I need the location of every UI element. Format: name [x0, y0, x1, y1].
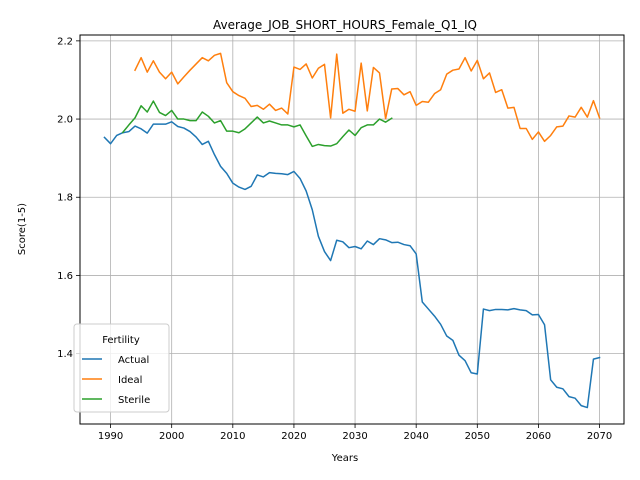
legend: Fertility Actual Ideal Sterile	[73, 323, 170, 413]
legend-label-actual: Actual	[118, 355, 149, 366]
x-tick-label: 1990	[98, 431, 123, 442]
legend-items: Actual Ideal Sterile	[82, 355, 150, 406]
series-line-sterile	[121, 100, 393, 148]
y-tick-label: 1.8	[57, 193, 73, 204]
x-tick-label: 2060	[526, 431, 551, 442]
y-tick-label: 1.6	[57, 271, 73, 282]
legend-label-ideal: Ideal	[118, 375, 142, 386]
x-tick-label: 2010	[220, 431, 245, 442]
ticks-layer: 1990 2000 2010 2020 2030 2040 2050 2060 2070 1.4 1…	[57, 36, 612, 442]
y-tick-label: 1.4	[57, 349, 73, 360]
plot-frame	[79, 34, 625, 425]
x-tick-label: 2040	[403, 431, 428, 442]
x-tick-label: 2070	[587, 431, 612, 442]
legend-title: Fertility	[102, 335, 140, 346]
series-layer	[103, 52, 601, 409]
series-line-ideal	[134, 52, 601, 143]
chart-title: Average_JOB_SHORT_HOURS_Female_Q1_IQ	[213, 18, 477, 32]
x-tick-label: 2030	[342, 431, 367, 442]
legend-box	[73, 323, 170, 413]
y-axis-label: Score(1-5)	[17, 203, 28, 255]
y-tick-label: 2.0	[57, 115, 73, 126]
x-tick-label: 2020	[281, 431, 306, 442]
x-tick-label: 2000	[159, 431, 184, 442]
legend-label-sterile: Sterile	[118, 395, 150, 406]
x-tick-label: 2050	[465, 431, 490, 442]
series-line-actual	[103, 121, 601, 409]
grid-layer	[80, 35, 624, 424]
y-tick-label: 2.2	[57, 36, 73, 47]
x-axis-label: Years	[331, 453, 358, 464]
